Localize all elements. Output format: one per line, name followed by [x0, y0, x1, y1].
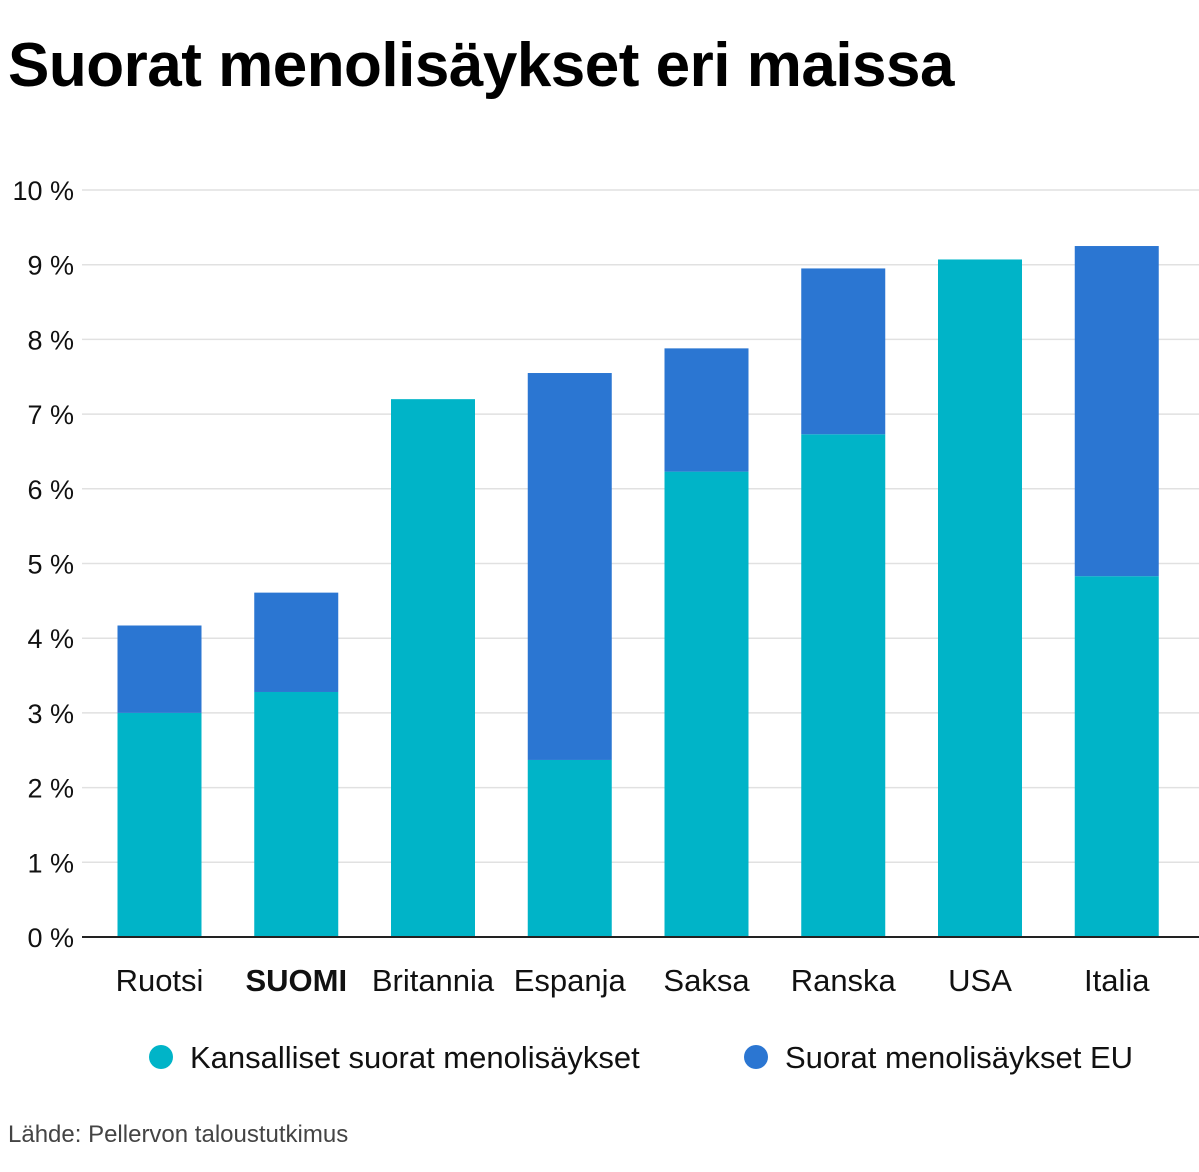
y-tick-label: 5 %	[27, 550, 74, 580]
y-tick-label: 2 %	[27, 774, 74, 804]
y-tick-label: 6 %	[27, 475, 74, 505]
bar-national	[801, 434, 886, 937]
source-note: Lähde: Pellervon taloustutkimus	[8, 1121, 349, 1148]
y-axis-ticks: 0 % 1 % 2 % 3 % 4 % 5 % 6 % 7 % 8 % 9 % 10 %	[12, 176, 74, 953]
bar-national	[117, 712, 202, 937]
x-tick-label: Britannia	[372, 963, 495, 998]
bar-national	[938, 259, 1022, 937]
y-tick-label: 0 %	[27, 923, 74, 953]
bar-eu	[1074, 246, 1159, 577]
bar-eu	[254, 592, 339, 692]
y-tick-label: 10 %	[12, 176, 74, 206]
bars	[117, 246, 1159, 937]
x-tick-label: Ranska	[791, 963, 897, 998]
bar-national	[527, 759, 612, 937]
y-tick-label: 8 %	[27, 325, 74, 355]
y-tick-label: 4 %	[27, 624, 74, 654]
y-tick-label: 3 %	[27, 699, 74, 729]
legend-swatch	[149, 1045, 173, 1069]
bar-national	[254, 691, 339, 937]
bar-eu	[664, 348, 749, 472]
bar-eu	[801, 268, 886, 435]
bar-eu	[527, 373, 612, 760]
legend-label: Kansalliset suorat menolisäykset	[190, 1040, 640, 1075]
y-tick-label: 7 %	[27, 400, 74, 430]
y-tick-label: 9 %	[27, 251, 74, 281]
x-tick-label: Espanja	[514, 963, 627, 998]
gridlines	[82, 189, 1199, 864]
legend-label: Suorat menolisäykset EU	[785, 1040, 1133, 1075]
x-tick-label: SUOMI	[245, 963, 347, 998]
bar-national	[391, 399, 475, 937]
y-tick-label: 1 %	[27, 848, 74, 878]
stacked-bar-chart: 0 % 1 % 2 % 3 % 4 % 5 % 6 % 7 % 8 % 9 % 10 % Ruots…	[12, 176, 1199, 1075]
x-tick-label: USA	[948, 963, 1012, 998]
x-axis-labels: Ruotsi SUOMI Britannia Espanja Saksa Ranska US…	[116, 963, 1151, 998]
bar-national	[664, 471, 749, 937]
legend-swatch	[744, 1045, 768, 1069]
legend: Kansalliset suorat menolisäykset Suorat m…	[149, 1040, 1133, 1075]
chart-title: Suorat menolisäykset eri maissa	[8, 31, 954, 100]
bar-national	[1074, 576, 1159, 937]
x-tick-label: Ruotsi	[116, 963, 204, 998]
x-tick-label: Italia	[1084, 963, 1150, 998]
x-tick-label: Saksa	[663, 963, 750, 998]
bar-eu	[117, 625, 202, 713]
